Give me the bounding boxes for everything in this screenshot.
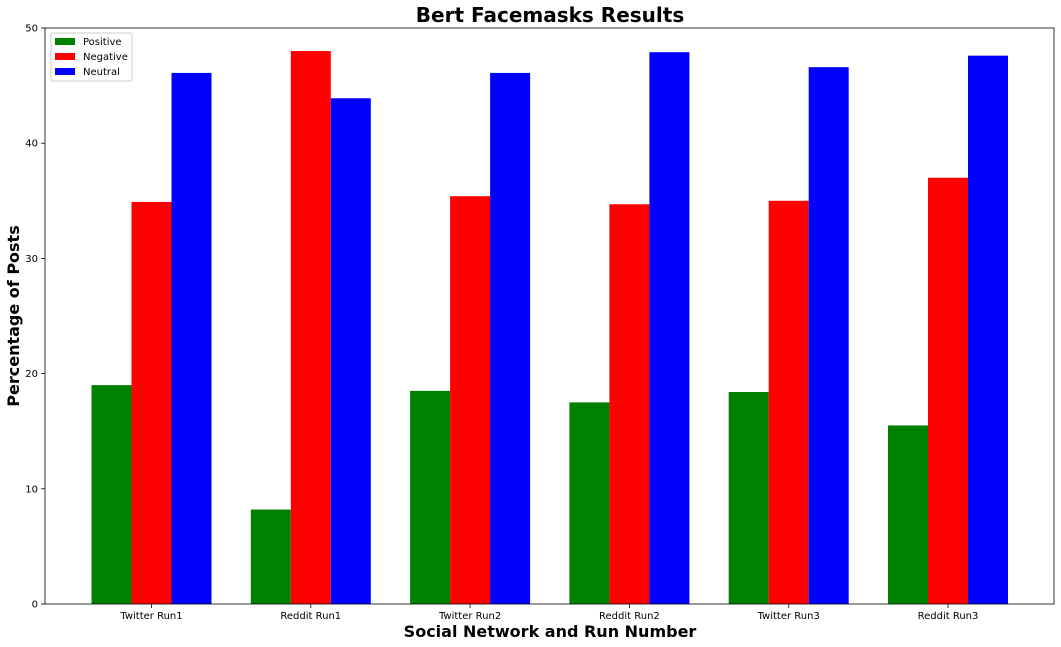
chart-title: Bert Facemasks Results: [416, 3, 684, 27]
bar-negative-0: [131, 201, 172, 604]
legend-label-negative: Negative: [83, 52, 128, 63]
x-tick-label: Reddit Run1: [280, 611, 341, 622]
legend-label-neutral: Neutral: [83, 67, 120, 78]
legend-swatch-negative: [55, 53, 75, 60]
bar-negative-5: [928, 177, 968, 604]
legend-swatch-positive: [55, 38, 75, 45]
plot-frame: [44, 27, 1055, 605]
y-axis-label: Percentage of Posts: [4, 225, 23, 406]
bar-positive-4: [728, 392, 769, 604]
x-tick-label: Twitter Run2: [438, 611, 501, 622]
bar-positive-1: [250, 509, 291, 604]
bar-positive-0: [91, 385, 132, 604]
bar-neutral-3: [649, 52, 690, 604]
bar-positive-3: [569, 402, 610, 604]
y-tick-label: 30: [25, 254, 38, 265]
x-tick-label: Reddit Run3: [918, 611, 979, 622]
bar-neutral-0: [171, 72, 212, 605]
bar-neutral-1: [330, 98, 371, 605]
x-axis-label: Social Network and Run Number: [404, 622, 697, 641]
bar-negative-4: [768, 200, 809, 605]
y-tick-label: 40: [25, 139, 38, 150]
bar-negative-2: [450, 196, 491, 604]
bar-neutral-5: [968, 55, 1008, 604]
bar-negative-1: [290, 51, 331, 605]
legend-swatch-neutral: [55, 68, 75, 75]
ticks-group: 0 10 20 30 40 50 Twitter Run1 Reddit Run1 Twitte…: [25, 24, 978, 623]
y-tick-label: 10: [25, 484, 38, 495]
legend: Positive Negative Neutral: [50, 32, 133, 82]
x-tick-label: Reddit Run2: [599, 611, 660, 622]
bars-group: [91, 51, 1008, 605]
bar-positive-5: [888, 425, 928, 604]
bar-negative-3: [609, 204, 650, 604]
x-tick-label: Twitter Run1: [119, 611, 182, 622]
x-tick-label: Twitter Run3: [757, 611, 820, 622]
bar-neutral-4: [808, 67, 849, 605]
y-tick-label: 50: [25, 24, 38, 35]
bar-neutral-2: [490, 72, 531, 605]
y-tick-label: 20: [25, 369, 38, 380]
bar-positive-2: [410, 390, 451, 604]
y-tick-label: 0: [32, 600, 38, 611]
legend-label-positive: Positive: [83, 37, 122, 48]
